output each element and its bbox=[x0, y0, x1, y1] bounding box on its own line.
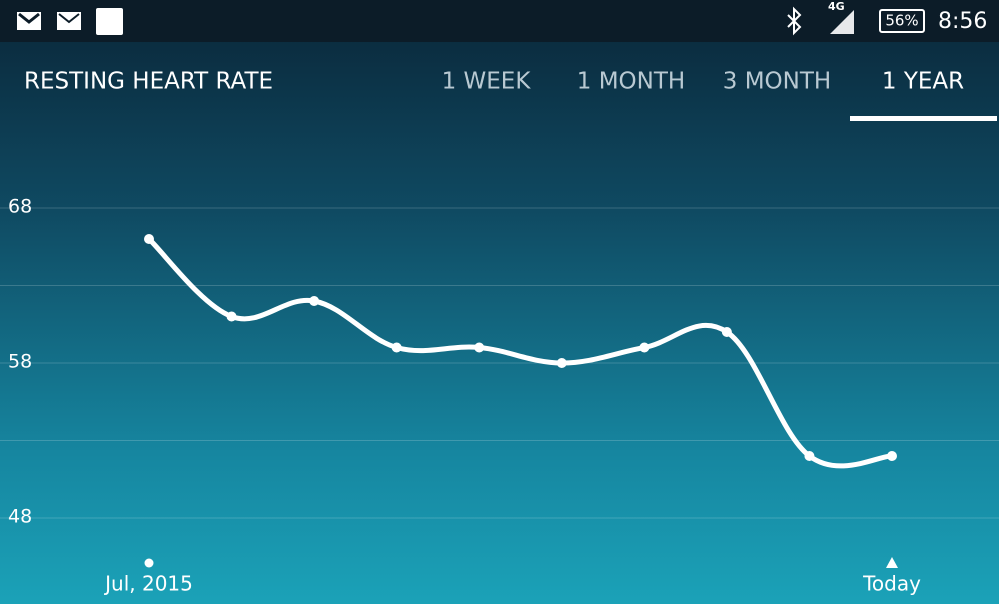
data-point bbox=[721, 327, 732, 337]
data-point bbox=[226, 311, 237, 322]
chart: 48 58 68 Jul, 2015 Today bbox=[0, 196, 999, 596]
tab[interactable]: 3 MONTH bbox=[723, 69, 831, 95]
notification-icons bbox=[17, 6, 925, 36]
app-icon bbox=[96, 8, 123, 35]
data-point bbox=[556, 358, 567, 368]
data-point bbox=[144, 234, 154, 244]
start-marker bbox=[144, 558, 154, 568]
tab-indicator bbox=[850, 116, 997, 121]
data-point bbox=[887, 451, 897, 461]
x-tick-label: Jul, 2015 bbox=[103, 572, 193, 596]
tabs: 1 WEEK 1 MONTH 3 MONTH 1 YEAR bbox=[442, 69, 997, 121]
x-tick-label: Today bbox=[862, 572, 921, 596]
page-title: RESTING HEART RATE bbox=[24, 69, 273, 95]
data-point bbox=[391, 342, 402, 353]
y-tick-label: 68 bbox=[8, 196, 32, 218]
data-point bbox=[804, 451, 815, 461]
data-line bbox=[146, 236, 895, 469]
today-marker bbox=[886, 557, 898, 568]
tab[interactable]: 1 MONTH bbox=[577, 69, 685, 95]
battery-icon bbox=[879, 9, 925, 33]
bluetooth-icon bbox=[787, 6, 802, 36]
y-tick-label: 58 bbox=[8, 351, 32, 373]
data-point bbox=[639, 342, 650, 353]
status-bar bbox=[0, 0, 999, 42]
data-point bbox=[309, 296, 320, 306]
data-point bbox=[474, 342, 485, 353]
tab[interactable]: 1 YEAR bbox=[882, 69, 964, 95]
y-tick-label: 48 bbox=[8, 506, 32, 528]
signal-icon bbox=[830, 10, 854, 34]
network-type: 4G bbox=[828, 0, 845, 13]
tab[interactable]: 1 WEEK bbox=[442, 69, 532, 95]
battery-level: 56% bbox=[885, 12, 918, 30]
clock: 8:56 bbox=[938, 9, 987, 34]
